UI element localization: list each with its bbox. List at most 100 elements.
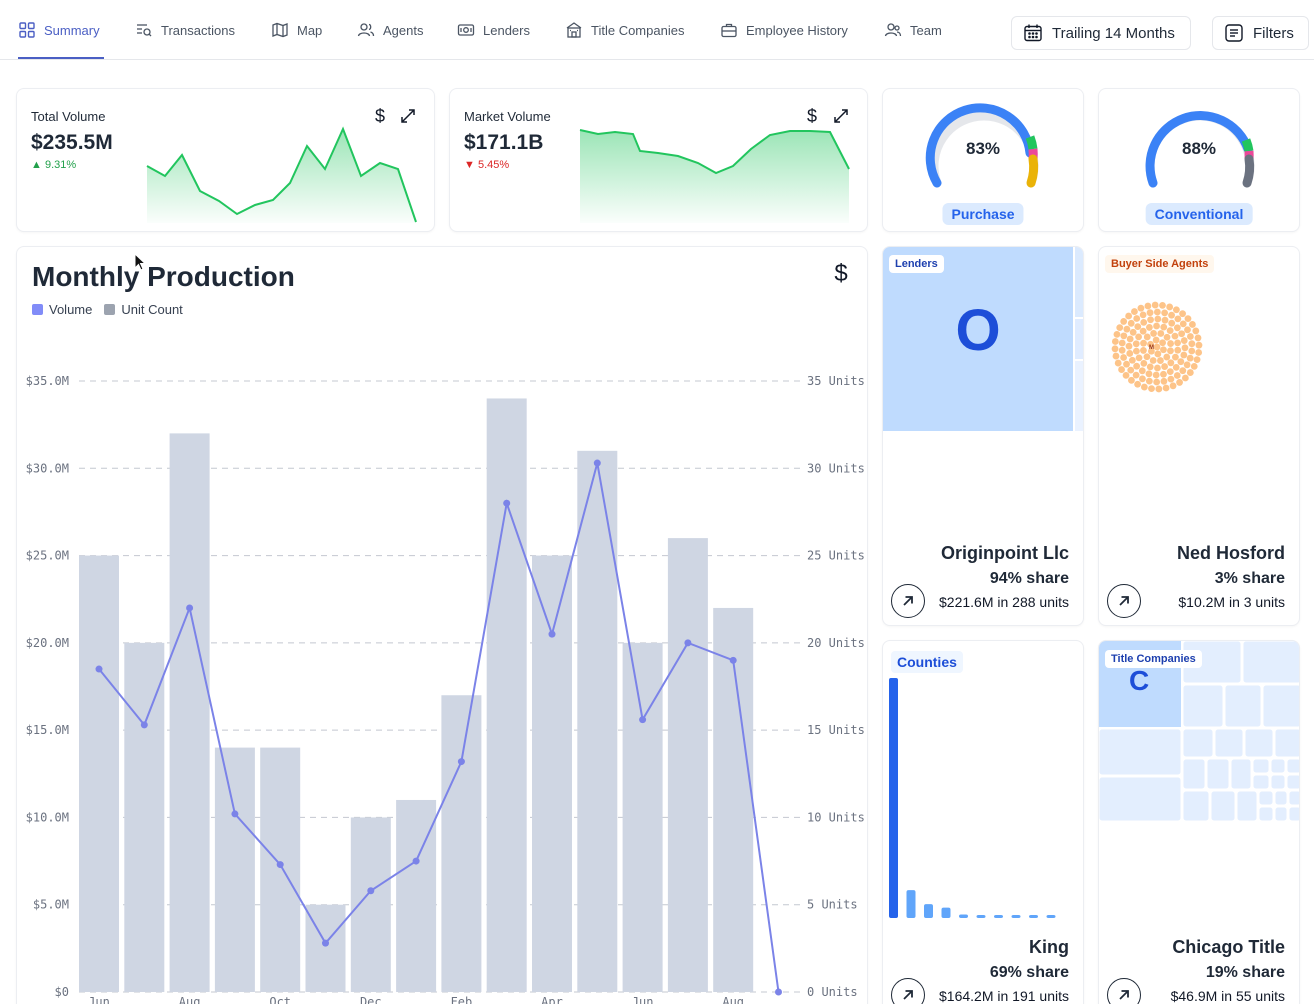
agent-bubble[interactable] [1120,318,1128,325]
agent-bubble[interactable] [1153,378,1161,386]
agent-bubble[interactable] [1167,347,1174,355]
agent-bubble[interactable] [1127,366,1135,374]
volume-point[interactable] [684,639,692,647]
title-treemap-cell[interactable] [1258,790,1274,806]
agent-bubble[interactable] [1146,309,1154,317]
agent-bubble[interactable] [1140,383,1148,391]
title-treemap-cell[interactable] [1244,728,1274,758]
agent-bubble[interactable] [1147,316,1154,324]
agent-bubble[interactable] [1129,328,1137,336]
agent-bubble[interactable] [1167,340,1174,347]
bar-unit-count[interactable] [441,695,482,992]
agent-bubble[interactable] [1118,346,1126,354]
agent-bubble[interactable] [1174,315,1182,323]
agent-bubble[interactable] [1148,347,1155,355]
title-treemap-cell[interactable] [1206,758,1230,790]
volume-point[interactable] [322,939,329,947]
title-treemap-cell[interactable] [1286,758,1300,774]
agent-bubble[interactable] [1148,385,1155,393]
agent-bubble[interactable] [1149,357,1157,364]
agent-bubble[interactable] [1162,384,1170,392]
open-lender-button[interactable] [891,584,925,618]
agent-bubble[interactable] [1139,327,1147,335]
agent-bubble[interactable] [1114,359,1122,367]
agent-bubble[interactable] [1186,333,1194,340]
volume-point[interactable] [140,721,148,729]
filters-button[interactable]: Filters [1212,16,1309,50]
agent-bubble[interactable] [1118,366,1125,373]
title-treemap-cell[interactable] [1099,776,1182,822]
title-treemap-cell[interactable] [1252,774,1270,790]
agent-bubble[interactable] [1176,379,1183,386]
agent-bubble[interactable] [1179,367,1187,375]
volume-point[interactable] [412,857,420,865]
county-bar[interactable] [1046,915,1056,918]
agent-bubble[interactable] [1145,377,1153,385]
open-agent-button[interactable] [1107,584,1141,618]
agent-bubble[interactable] [1127,319,1135,327]
title-treemap-cell[interactable] [1210,790,1236,822]
bar-unit-count[interactable] [124,642,165,992]
bar-unit-count[interactable] [486,398,527,992]
title-treemap-cell[interactable] [1182,728,1214,758]
agent-bubble[interactable] [1123,360,1130,368]
agent-bubble[interactable] [1140,339,1147,347]
agent-bubble[interactable] [1157,357,1164,364]
title-treemap-cell[interactable] [1236,790,1258,822]
volume-point[interactable] [775,988,782,996]
agent-bubble[interactable] [1152,336,1160,344]
agent-bubble[interactable] [1126,335,1134,343]
agent-bubble[interactable] [1159,339,1166,347]
agent-bubble[interactable] [1116,324,1124,332]
agent-bubble[interactable] [1189,321,1196,328]
agent-bubble[interactable] [1161,309,1169,317]
volume-point[interactable] [367,887,375,895]
agent-bubble[interactable] [1143,333,1151,341]
agent-bubble[interactable] [1132,371,1140,379]
agent-bubble[interactable] [1161,316,1169,324]
volume-point[interactable] [729,656,737,664]
agent-bubble[interactable] [1177,358,1185,366]
agent-bubble[interactable] [1132,340,1140,348]
agent-bubble[interactable] [1133,347,1140,355]
title-treemap-cell[interactable] [1252,758,1270,774]
agent-bubble[interactable] [1111,345,1119,353]
agent-bubble[interactable] [1159,301,1166,309]
title-treemap-cell[interactable] [1242,641,1300,684]
agent-bubble[interactable] [1151,301,1159,309]
title-treemap-cell[interactable] [1182,684,1224,728]
agent-bubble[interactable] [1172,353,1179,361]
title-treemap-cell[interactable] [1288,790,1300,806]
title-treemap-cell[interactable] [1182,790,1210,822]
agent-bubble[interactable] [1163,353,1171,361]
agent-bubble[interactable] [1180,337,1188,344]
open-title-company-button[interactable] [1107,978,1141,1004]
agent-bubble[interactable] [1195,341,1203,349]
tab-team[interactable]: Team [884,0,942,60]
agent-bubble[interactable] [1160,323,1168,331]
agent-bubble[interactable] [1118,339,1126,347]
expand-button[interactable] [397,105,419,127]
agent-bubble[interactable] [1153,322,1160,330]
agent-bubble[interactable] [1184,326,1191,334]
tab-title-companies[interactable]: Title Companies [565,0,684,60]
agent-bubble[interactable] [1145,370,1153,378]
volume-point[interactable] [231,810,239,818]
county-bar[interactable] [1029,915,1038,918]
agent-bubble[interactable] [1174,339,1181,347]
county-bar[interactable] [994,915,1003,918]
date-range-button[interactable]: Trailing 14 Months [1011,16,1191,50]
agent-bubble[interactable] [1137,304,1145,312]
agent-bubble[interactable] [1166,368,1174,376]
legend-item-volume[interactable]: Volume [32,302,92,317]
agent-bubble[interactable] [1139,375,1146,383]
agent-bubble[interactable] [1166,303,1174,311]
agent-bubble[interactable] [1169,382,1177,390]
bar-unit-count[interactable] [577,450,618,992]
agent-bubble[interactable] [1174,346,1182,354]
agent-bubble[interactable] [1186,354,1194,362]
title-treemap-cell[interactable] [1230,758,1252,790]
title-treemap-cell[interactable] [1274,728,1300,758]
agent-bubble[interactable] [1133,362,1141,370]
title-treemap-cell[interactable] [1270,758,1286,774]
